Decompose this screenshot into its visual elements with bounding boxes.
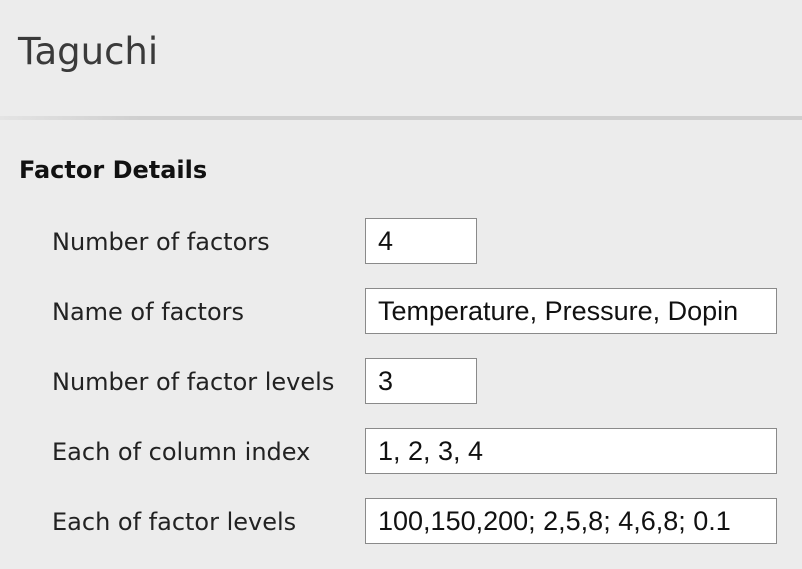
app-header: Taguchi	[0, 0, 802, 116]
factor-levels-input[interactable]	[365, 498, 777, 544]
page-title: Taguchi	[18, 30, 159, 73]
header-divider	[0, 116, 802, 120]
label-number-of-factors: Number of factors	[52, 228, 270, 256]
label-name-of-factors: Name of factors	[52, 298, 245, 326]
row-name-of-factors: Name of factors	[0, 288, 802, 336]
label-column-index: Each of column index	[52, 438, 311, 466]
name-of-factors-input[interactable]	[365, 288, 777, 334]
label-factor-levels: Each of factor levels	[52, 508, 297, 536]
label-number-of-factor-levels: Number of factor levels	[52, 368, 335, 396]
row-factor-levels: Each of factor levels	[0, 498, 802, 546]
section-title-factor-details: Factor Details	[19, 156, 208, 184]
row-number-of-factor-levels: Number of factor levels	[0, 358, 802, 406]
number-of-factor-levels-input[interactable]	[365, 358, 477, 404]
number-of-factors-input[interactable]	[365, 218, 477, 264]
column-index-input[interactable]	[365, 428, 777, 474]
row-column-index: Each of column index	[0, 428, 802, 476]
row-number-of-factors: Number of factors	[0, 218, 802, 266]
